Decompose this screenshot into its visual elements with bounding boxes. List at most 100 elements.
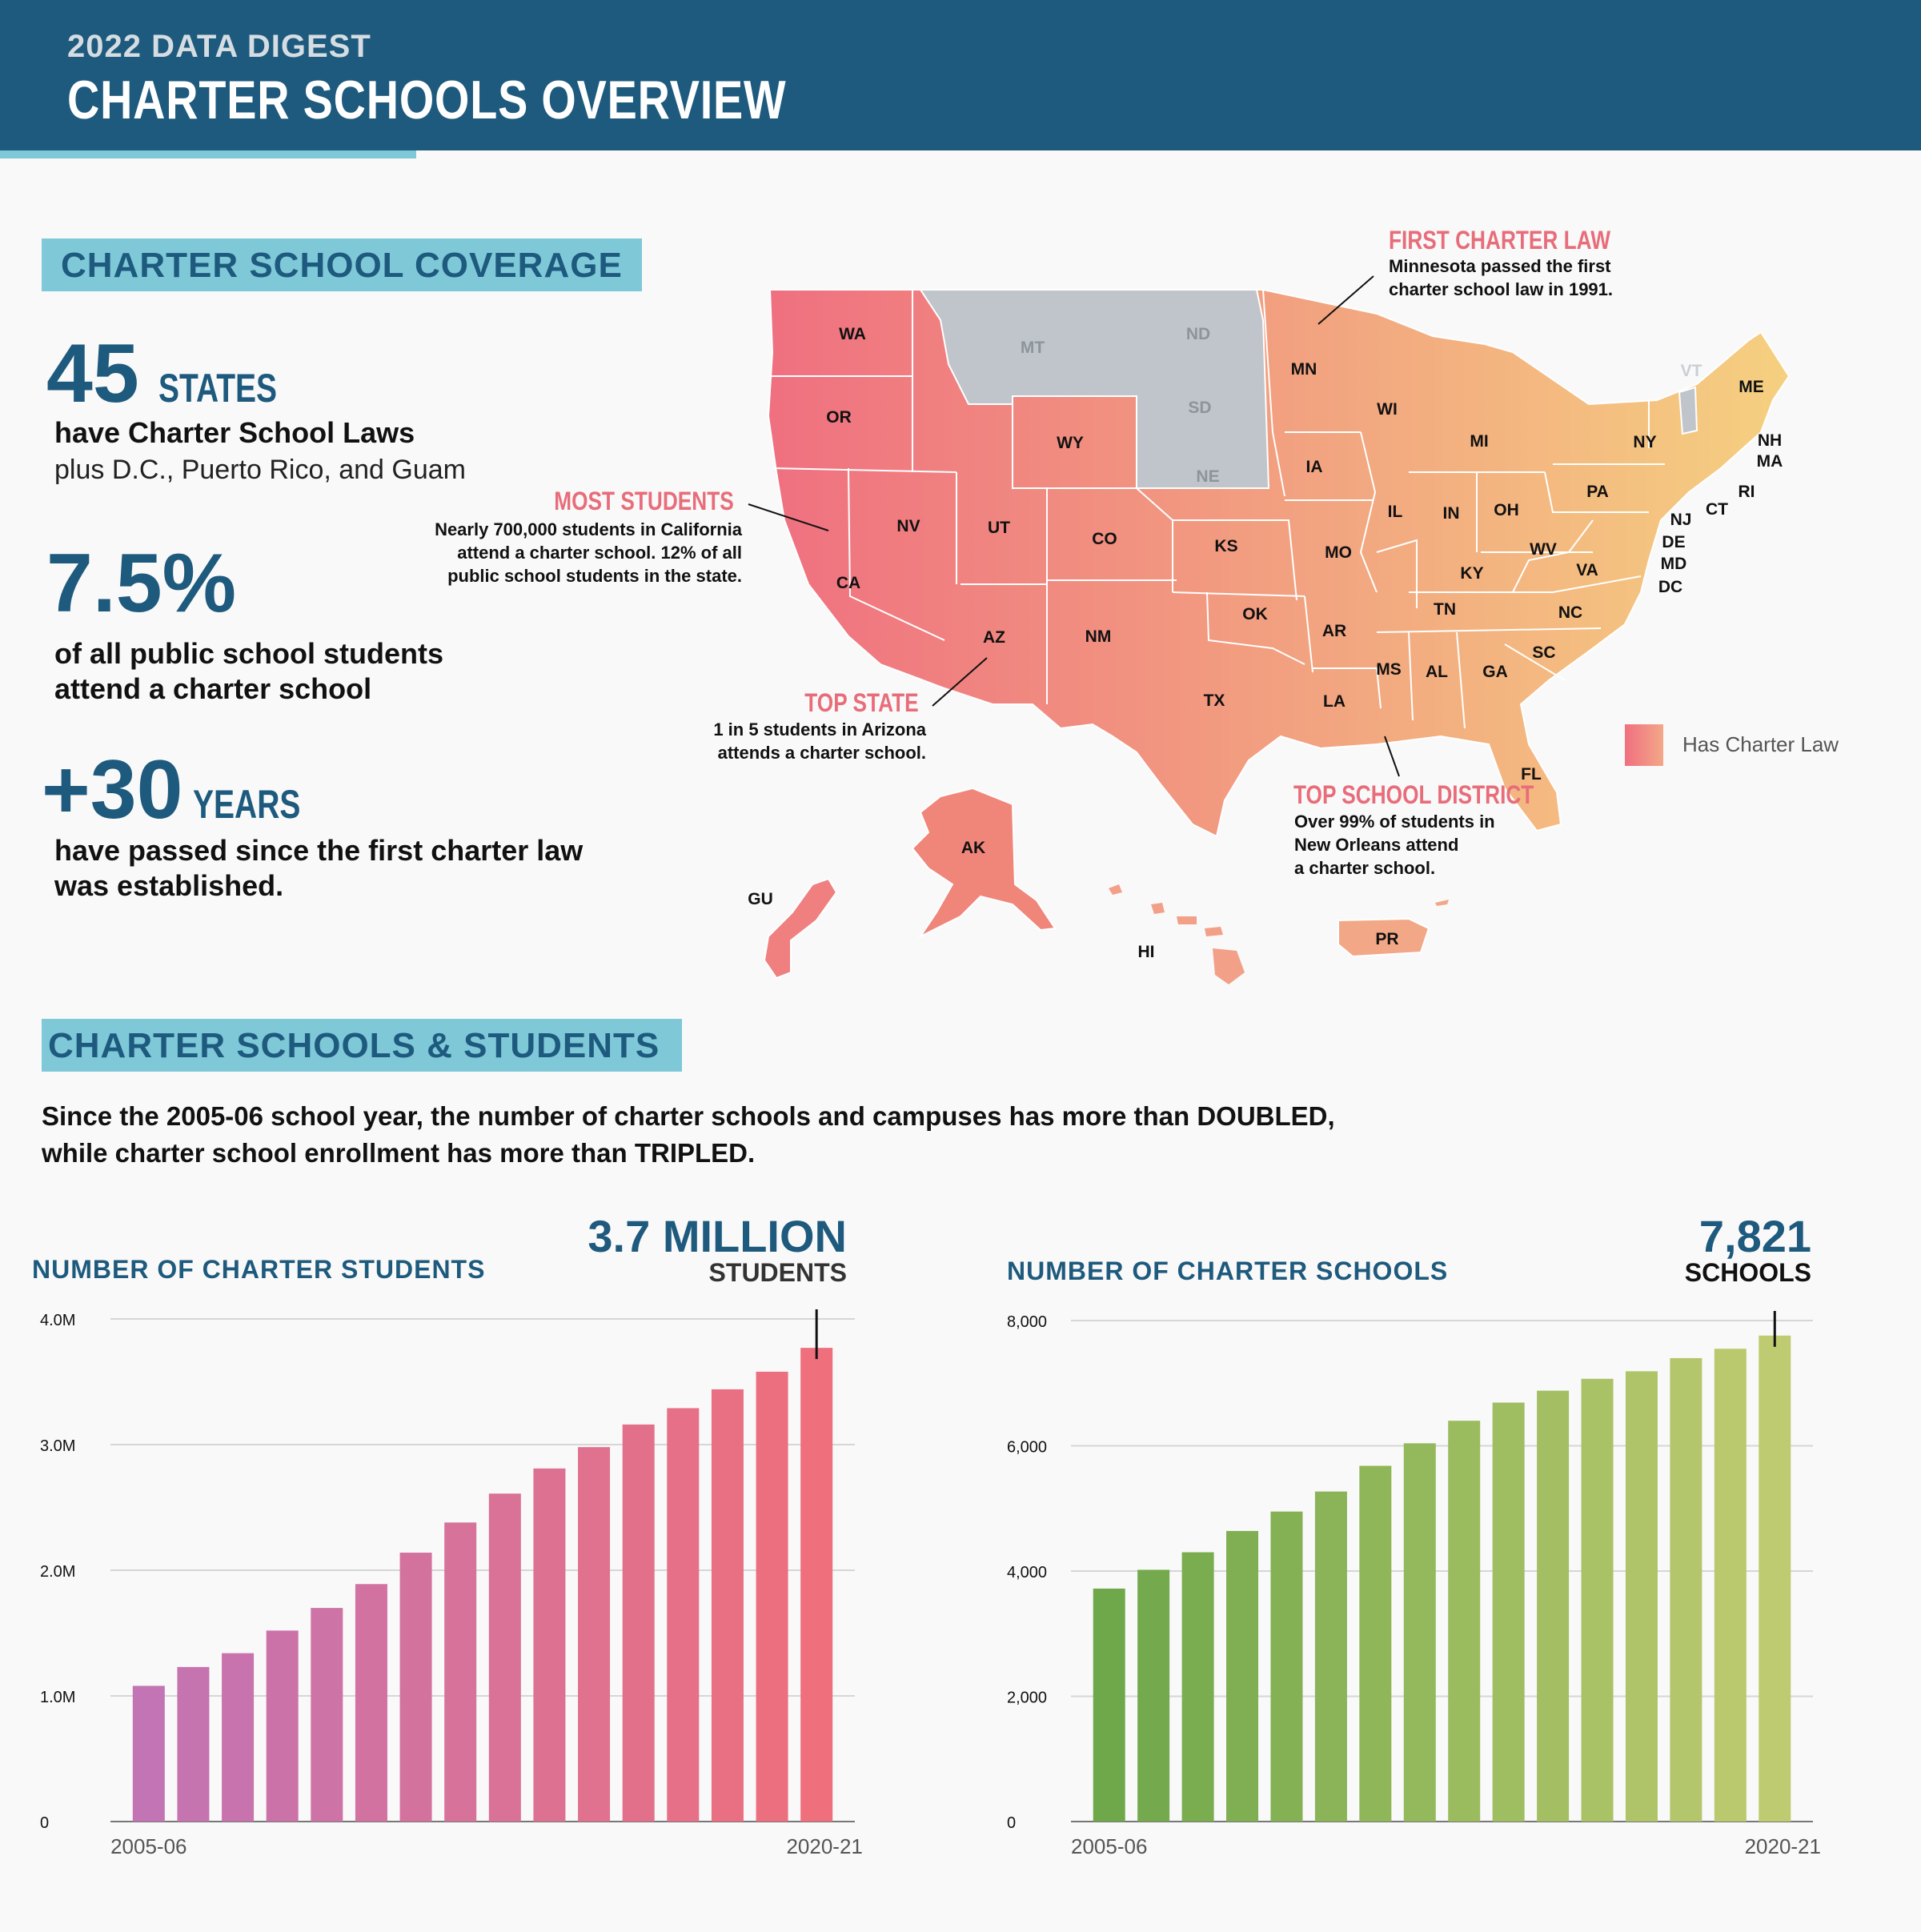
- chart-schools-headline-unit: SCHOOLS: [1684, 1258, 1811, 1287]
- stat-states-sub: plus D.C., Puerto Rico, and Guam: [54, 455, 467, 485]
- bar-2016-17: [622, 1424, 655, 1822]
- map-hawaii: [1109, 884, 1245, 984]
- bar-2007-08: [1181, 1552, 1214, 1822]
- page-title: CHARTER SCHOOLS OVERVIEW: [67, 70, 787, 130]
- bar-2008-09: [1226, 1530, 1259, 1822]
- bar-2015-16: [578, 1447, 611, 1822]
- intro-line-2: while charter school enrollment has more…: [42, 1138, 756, 1168]
- callout-top-state-title: TOP STATE: [804, 688, 919, 717]
- stat-states-number: 45: [46, 327, 139, 420]
- bar-2010-11: [355, 1584, 387, 1822]
- chart-students: 0 1.0M 2.0M 3.0M 4.0M 2005-06 2020-21: [40, 1309, 863, 1858]
- map-label-in: IN: [1443, 504, 1460, 523]
- bar-2006-07: [177, 1666, 210, 1822]
- map-label-ut: UT: [988, 519, 1010, 537]
- leader-top-district: [1384, 736, 1400, 777]
- bar-2009-10: [311, 1608, 343, 1822]
- x-label-end: 2020-21: [786, 1834, 862, 1858]
- map-label-vt: VT: [1681, 362, 1702, 380]
- bar-2005-06: [1093, 1588, 1125, 1822]
- bar-2020-21: [1759, 1335, 1791, 1822]
- chart-students-headline-value: 3.7 MILLION: [588, 1211, 847, 1261]
- stat-percent-line-2: attend a charter school: [54, 672, 372, 705]
- us-charter-law-map: WA OR CA NV UT AZ WY CO NM KS OK TX MN I…: [748, 275, 1791, 984]
- map-label-va: VA: [1576, 561, 1598, 579]
- y-tick-label: 4,000: [1007, 1564, 1047, 1581]
- legend-label: Has Charter Law: [1682, 732, 1839, 756]
- map-label-md: MD: [1661, 555, 1687, 573]
- bar-2012-13: [1403, 1443, 1436, 1822]
- x-label-start: 2005-06: [1071, 1834, 1147, 1858]
- map-pr-islet: [1435, 900, 1449, 906]
- map-label-ma: MA: [1757, 452, 1783, 471]
- map-label-or: OR: [826, 408, 852, 427]
- x-label-start: 2005-06: [110, 1834, 186, 1858]
- map-label-fl: FL: [1521, 765, 1542, 784]
- chart-schools-headline-value: 7,821: [1698, 1211, 1811, 1261]
- callout-top-district-line-1: Over 99% of students in: [1294, 812, 1495, 832]
- bar-2018-19: [711, 1389, 744, 1822]
- map-label-de: DE: [1662, 533, 1685, 551]
- bar-2011-12: [399, 1553, 432, 1822]
- map-label-ok: OK: [1242, 605, 1268, 623]
- map-label-ny: NY: [1633, 433, 1656, 451]
- map-label-nc: NC: [1558, 603, 1582, 622]
- callout-top-state-line-1: 1 in 5 students in Arizona: [713, 719, 926, 740]
- bar-2013-14: [1448, 1421, 1481, 1822]
- stat-years-unit: YEARS: [192, 782, 301, 827]
- map-guam: [763, 877, 838, 980]
- leader-most-students: [748, 503, 829, 531]
- map-label-sd: SD: [1188, 399, 1211, 417]
- y-tick-label: 4.0M: [40, 1312, 75, 1329]
- map-label-mi: MI: [1470, 432, 1488, 451]
- leader-first-law: [1317, 275, 1374, 325]
- stat-states: 45 STATES: [46, 327, 311, 422]
- map-callout-leaders: [748, 275, 1400, 777]
- callout-top-district-body: Over 99% of students in New Orleans atte…: [1294, 810, 1495, 880]
- callout-top-district-line-2: New Orleans attend: [1294, 835, 1459, 855]
- callout-top-state-line-2: attends a charter school.: [717, 743, 926, 763]
- stat-percent-number: 7.5%: [46, 537, 237, 630]
- map-label-oh: OH: [1494, 501, 1519, 519]
- bar-2006-07: [1137, 1569, 1170, 1822]
- intro-line-1: Since the 2005-06 school year, the numbe…: [42, 1101, 1335, 1131]
- map-label-co: CO: [1092, 530, 1117, 548]
- y-tick-label: 8,000: [1007, 1313, 1047, 1331]
- header-banner: [0, 0, 1921, 150]
- map-label-nm: NM: [1085, 627, 1112, 646]
- callout-most-students-body: Nearly 700,000 students in California at…: [435, 518, 742, 587]
- y-tick-label: 3.0M: [40, 1437, 75, 1455]
- intro-paragraph: Since the 2005-06 school year, the numbe…: [42, 1098, 1335, 1172]
- map-label-il: IL: [1388, 503, 1403, 521]
- y-tick-label: 6,000: [1007, 1439, 1047, 1457]
- map-label-mo: MO: [1325, 543, 1352, 562]
- map-label-me: ME: [1739, 378, 1764, 396]
- section-label-schools-students: CHARTER SCHOOLS & STUDENTS: [42, 1019, 683, 1072]
- stat-years: +30 YEARS: [42, 743, 331, 838]
- bar-2010-11: [1314, 1491, 1347, 1822]
- stat-years-line-1: have passed since the first charter law: [54, 834, 584, 867]
- map-label-ri: RI: [1739, 483, 1755, 501]
- callout-most-students-title: MOST STUDENTS: [554, 487, 734, 515]
- bar-2009-10: [1270, 1511, 1303, 1822]
- y-tick-label: 2.0M: [40, 1563, 75, 1581]
- map-label-nj: NJ: [1670, 511, 1692, 529]
- map-label-ak: AK: [961, 839, 985, 857]
- map-no-law-vt: [1678, 386, 1698, 435]
- map-label-al: AL: [1426, 663, 1448, 681]
- map-label-la: LA: [1323, 692, 1346, 711]
- callout-top-district-title: TOP SCHOOL DISTRICT: [1293, 780, 1534, 809]
- map-label-ne: NE: [1196, 467, 1219, 486]
- y-tick-label: 0: [1007, 1814, 1016, 1832]
- callout-first-law-line-1: Minnesota passed the first: [1389, 256, 1611, 276]
- bar-2015-16: [1537, 1390, 1570, 1822]
- map-label-hi: HI: [1138, 943, 1155, 961]
- bar-2016-17: [1581, 1378, 1614, 1822]
- bar-2007-08: [222, 1653, 255, 1822]
- callout-first-law-title: FIRST CHARTER LAW: [1389, 226, 1610, 255]
- bar-2005-06: [132, 1685, 165, 1822]
- stat-states-unit: STATES: [158, 366, 278, 411]
- stat-states-line: have Charter School Laws: [54, 416, 415, 449]
- y-tick-label: 0: [40, 1814, 49, 1832]
- section-label-coverage: CHARTER SCHOOL COVERAGE: [42, 238, 642, 291]
